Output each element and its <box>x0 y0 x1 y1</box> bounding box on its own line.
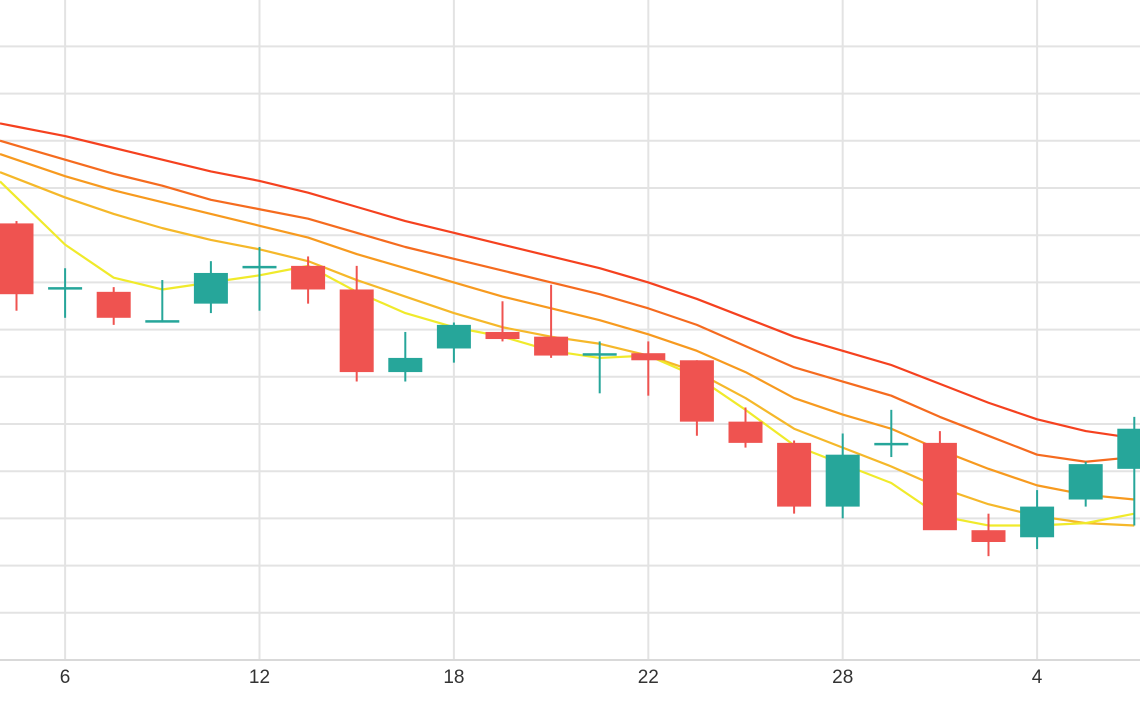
candle-down <box>485 301 520 342</box>
candle-body <box>436 324 471 349</box>
candle-body <box>922 442 957 531</box>
candle-down <box>922 431 957 531</box>
candle-body <box>388 357 423 373</box>
x-tick-label: 4 <box>1032 667 1043 688</box>
candle-down <box>291 256 326 304</box>
candle-body <box>193 272 228 304</box>
candle-down <box>971 513 1006 557</box>
candle-up <box>582 341 617 394</box>
candle-down <box>679 360 714 436</box>
candle-down <box>339 265 374 382</box>
candle-up <box>388 331 423 382</box>
x-tick-label: 6 <box>60 667 71 688</box>
candle-body <box>339 289 374 373</box>
candle-down <box>534 284 569 358</box>
candle-body <box>582 353 617 356</box>
candle-up <box>48 268 83 318</box>
candle-body <box>1068 464 1103 500</box>
candle-body <box>291 265 326 290</box>
candle-body <box>145 320 180 323</box>
candle-body <box>1117 428 1140 469</box>
moving-average-line-3 <box>0 153 1135 501</box>
candle-up <box>1068 461 1103 507</box>
candle-up <box>436 322 471 363</box>
candle-body <box>825 454 860 507</box>
candle-body <box>631 353 666 361</box>
candle-up <box>874 409 909 458</box>
candle-body <box>242 265 277 269</box>
candle-body <box>874 442 909 446</box>
candle-body <box>534 336 569 356</box>
x-axis-ticks: 6 12 18 22 28 4 <box>60 667 1043 688</box>
candle-body <box>96 291 131 318</box>
x-tick-label: 28 <box>832 667 853 688</box>
candles <box>0 221 1140 557</box>
grid-lines <box>0 0 1140 661</box>
candle-body <box>728 421 763 443</box>
moving-average-lines <box>0 122 1135 527</box>
candle-up <box>242 247 277 311</box>
candle-body <box>679 360 714 422</box>
candle-up <box>1020 490 1055 550</box>
candle-body <box>777 442 812 507</box>
candle-body <box>485 331 520 340</box>
candle-down <box>96 287 131 325</box>
candle-body <box>48 287 83 290</box>
candle-down <box>631 341 666 396</box>
candle-up <box>1117 416 1140 526</box>
candle-up <box>193 261 228 314</box>
moving-average-line-2 <box>0 139 1135 463</box>
x-tick-label: 18 <box>443 667 464 688</box>
candle-body <box>0 223 34 295</box>
moving-average-line-1 <box>0 122 1135 440</box>
candle-down <box>0 221 34 311</box>
x-tick-label: 12 <box>249 667 270 688</box>
candle-down <box>777 440 812 514</box>
x-tick-label: 22 <box>638 667 659 688</box>
candle-down <box>728 407 763 448</box>
candle-up <box>145 280 180 323</box>
candle-up <box>825 433 860 519</box>
candle-body <box>971 530 1006 542</box>
candle-body <box>1020 506 1055 538</box>
